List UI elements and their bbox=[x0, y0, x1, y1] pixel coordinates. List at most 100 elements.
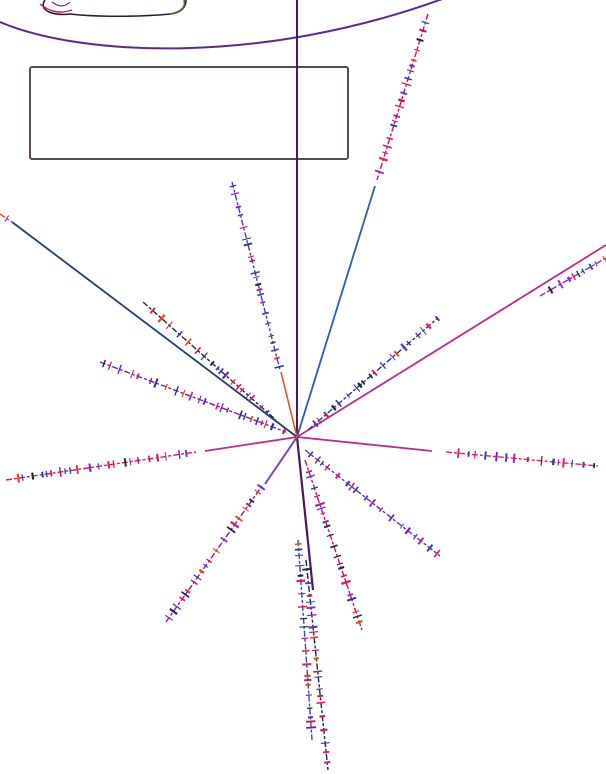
pulse-tick bbox=[230, 192, 240, 196]
pulse-tick bbox=[414, 48, 420, 52]
pulse-tick bbox=[282, 428, 287, 435]
pulse-tick bbox=[309, 630, 318, 634]
pulse-tick bbox=[269, 423, 275, 431]
pulse-tick bbox=[97, 463, 100, 470]
pulse-tick bbox=[540, 455, 543, 466]
pulse-tick bbox=[219, 403, 224, 413]
pulse-tick bbox=[242, 412, 247, 421]
pulse-tick bbox=[340, 574, 348, 578]
tick-segment-line bbox=[307, 317, 439, 431]
pulse-tick bbox=[305, 601, 315, 603]
pulse-tick bbox=[322, 750, 330, 754]
pulse-tick bbox=[404, 76, 412, 81]
pulse-tick bbox=[307, 594, 313, 597]
pulse-tick bbox=[406, 69, 415, 73]
pulse-tick bbox=[249, 415, 254, 423]
pulse-tick bbox=[215, 365, 220, 371]
pulse-tick bbox=[417, 537, 425, 545]
pulse-tick bbox=[306, 606, 316, 610]
pulse-tick bbox=[512, 453, 516, 463]
pulse-tick bbox=[333, 554, 342, 559]
ray-upper-right-long bbox=[296, 185, 376, 438]
pulse-tick bbox=[263, 420, 268, 429]
pulse-tick bbox=[254, 417, 260, 426]
pulse-tick bbox=[322, 519, 330, 524]
pulse-tick bbox=[230, 520, 240, 529]
ray-far-right bbox=[296, 244, 606, 438]
pulse-tick bbox=[193, 574, 202, 581]
pulse-tick bbox=[399, 523, 405, 529]
pulse-tick bbox=[320, 728, 328, 732]
pulse-tick bbox=[353, 384, 361, 392]
pulse-tick bbox=[45, 470, 48, 478]
pulse-tick bbox=[256, 288, 263, 292]
pulse-tick bbox=[136, 457, 140, 464]
pulse-tick bbox=[235, 205, 242, 209]
pulse-tick bbox=[340, 579, 352, 585]
pulse-tick bbox=[316, 417, 322, 424]
pulse-tick bbox=[307, 614, 317, 617]
pulse-tick bbox=[245, 392, 252, 399]
pulse-tick bbox=[323, 411, 329, 418]
pulse-tick bbox=[319, 460, 325, 466]
ray-right bbox=[296, 436, 433, 452]
pulse-tick bbox=[270, 341, 276, 345]
pulse-tick bbox=[41, 471, 44, 478]
pulse-tick bbox=[393, 114, 401, 118]
pulse-tick bbox=[123, 458, 127, 467]
pulse-tick bbox=[235, 383, 242, 391]
pulse-tick bbox=[389, 353, 396, 361]
pulse-tick bbox=[206, 558, 213, 564]
pulse-tick bbox=[117, 364, 122, 375]
solid-rays bbox=[11, 185, 606, 591]
pulse-tick bbox=[581, 268, 586, 274]
text-box bbox=[29, 66, 349, 160]
pulse-tick bbox=[190, 579, 198, 585]
pulse-tick bbox=[394, 104, 405, 109]
pulse-tick bbox=[294, 543, 302, 545]
pulse-tick bbox=[412, 533, 418, 540]
pulse-tick bbox=[391, 119, 399, 123]
pulse-tick bbox=[212, 547, 220, 554]
pulse-tick bbox=[390, 123, 398, 128]
pulse-tick bbox=[388, 514, 395, 522]
tick-segment-line bbox=[99, 361, 287, 433]
pulse-tick bbox=[310, 636, 319, 639]
pulse-tick bbox=[302, 649, 310, 653]
pulse-tick bbox=[148, 377, 153, 385]
pulse-tick bbox=[308, 625, 318, 629]
pulse-tick bbox=[243, 242, 253, 247]
tick-segment-line bbox=[304, 459, 363, 631]
pulse-tick bbox=[330, 404, 337, 411]
pulse-tick bbox=[274, 356, 280, 360]
ray-down bbox=[295, 436, 315, 591]
pulse-tick bbox=[314, 456, 322, 464]
pulse-tick bbox=[264, 322, 272, 325]
pulse-tick bbox=[334, 472, 341, 479]
pulse-tick bbox=[571, 459, 574, 468]
pulse-tick bbox=[304, 581, 313, 585]
pulse-tick bbox=[378, 507, 384, 513]
pulse-tick bbox=[313, 670, 323, 673]
pulse-tick bbox=[382, 151, 389, 155]
pulse-tick bbox=[270, 348, 279, 352]
pulse-tick bbox=[172, 603, 182, 611]
pulse-tick bbox=[346, 596, 357, 602]
pulse-tick bbox=[68, 467, 72, 474]
pulse-tick bbox=[393, 350, 400, 357]
pulse-tick bbox=[75, 464, 79, 475]
pulse-tick bbox=[425, 322, 432, 330]
pulse-tick bbox=[307, 451, 314, 458]
pulse-tick bbox=[248, 394, 256, 403]
pulse-tick bbox=[294, 548, 303, 551]
pulse-tick bbox=[238, 410, 243, 420]
pulse-tick bbox=[242, 506, 250, 512]
pulse-tick bbox=[316, 506, 326, 511]
pulse-tick bbox=[324, 463, 331, 471]
pulse-tick bbox=[297, 605, 308, 608]
pulse-tick bbox=[316, 701, 326, 705]
outer-arc bbox=[0, 0, 443, 50]
pulse-tick bbox=[256, 483, 266, 491]
pulse-tick bbox=[299, 626, 309, 628]
pulse-tick bbox=[404, 526, 412, 535]
